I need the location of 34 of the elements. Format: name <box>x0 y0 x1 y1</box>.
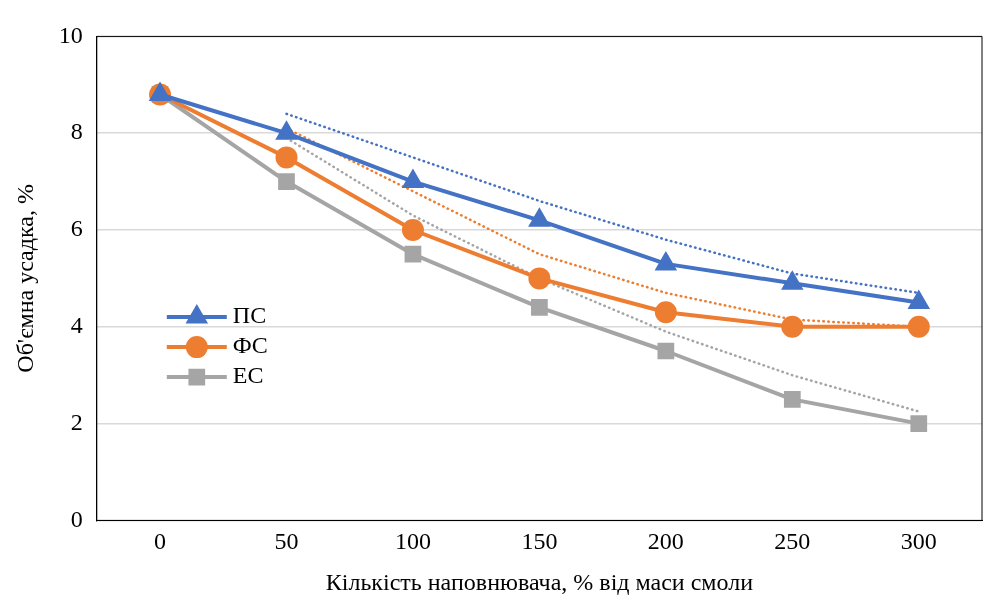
y-tick-label: 4 <box>70 312 83 339</box>
x-axis-title: Кількість наповнювача, % від маси смоли <box>325 568 754 595</box>
x-tick-label: 150 <box>521 528 558 555</box>
point <box>404 245 422 263</box>
y-tick-label: 10 <box>58 21 83 48</box>
x-tick-label: 100 <box>394 528 431 555</box>
x-tick-label: 300 <box>900 528 937 555</box>
point <box>656 252 676 271</box>
point <box>783 391 801 408</box>
y-tick-label: 0 <box>70 505 83 532</box>
y-tick-label: 2 <box>70 408 83 435</box>
x-tick-label: 50 <box>274 528 299 555</box>
x-tick-label: 250 <box>774 528 811 555</box>
x-tick-label: 0 <box>154 528 167 555</box>
legend-label: ФС <box>232 332 268 359</box>
legend-label: ЕС <box>232 362 264 389</box>
point <box>781 315 804 338</box>
point <box>907 315 930 338</box>
point <box>657 342 675 360</box>
y-tick-label: 8 <box>70 118 83 145</box>
point <box>910 415 928 432</box>
point <box>528 267 551 290</box>
point <box>529 209 550 227</box>
point <box>401 219 424 241</box>
y-axis-title: Об'ємна усадка, % <box>11 184 38 373</box>
point <box>531 299 548 316</box>
legend-label: ПС <box>232 302 267 329</box>
y-tick-label: 6 <box>70 215 83 242</box>
point <box>278 173 295 190</box>
point <box>275 146 298 169</box>
x-tick-label: 200 <box>647 528 684 555</box>
point <box>276 122 297 140</box>
point <box>782 272 803 290</box>
point <box>654 301 677 324</box>
